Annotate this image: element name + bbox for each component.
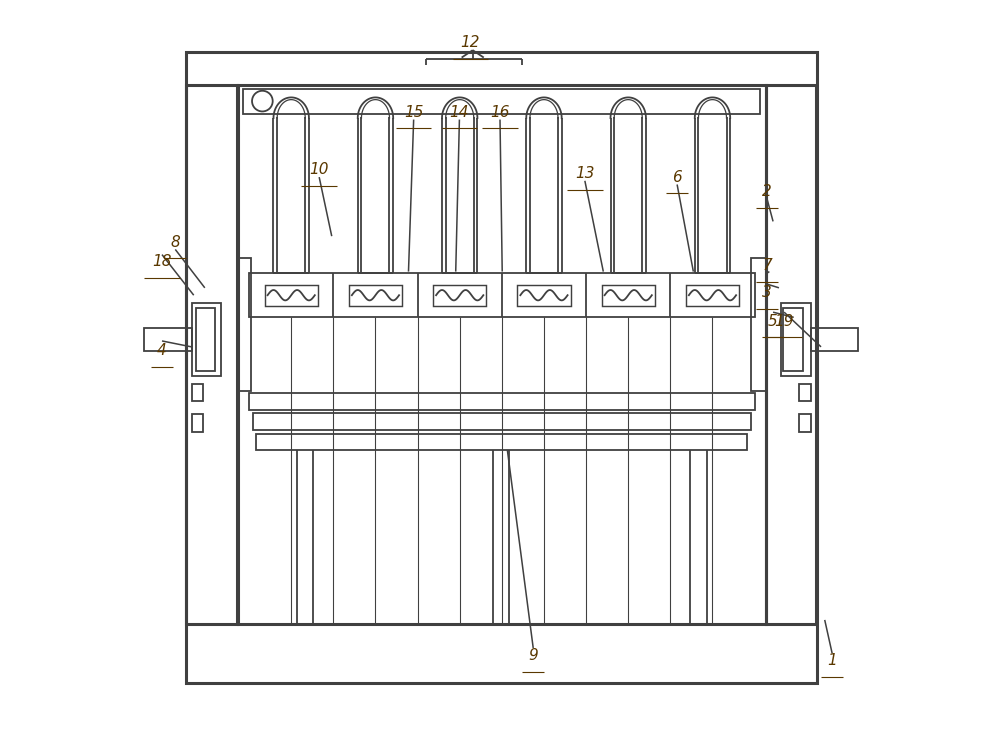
- Bar: [517, 285, 571, 306]
- Bar: [349, 285, 402, 306]
- Bar: [256, 434, 747, 450]
- Bar: [783, 308, 803, 371]
- Bar: [196, 308, 215, 371]
- Bar: [243, 89, 760, 114]
- Bar: [602, 285, 655, 306]
- Bar: [253, 413, 751, 430]
- Text: 5: 5: [768, 314, 778, 328]
- Bar: [186, 85, 237, 624]
- Bar: [192, 414, 203, 432]
- Bar: [265, 285, 318, 306]
- Bar: [433, 285, 486, 306]
- Text: 12: 12: [461, 35, 480, 50]
- Text: 18: 18: [152, 255, 172, 269]
- Bar: [799, 384, 811, 401]
- Bar: [686, 285, 739, 306]
- Text: 2: 2: [762, 184, 772, 199]
- Bar: [249, 393, 755, 410]
- Bar: [811, 328, 858, 351]
- Text: 19: 19: [774, 314, 794, 328]
- Text: 14: 14: [450, 105, 469, 120]
- Text: 3: 3: [762, 286, 772, 300]
- Bar: [249, 273, 755, 317]
- Text: 16: 16: [490, 105, 510, 120]
- Bar: [799, 414, 811, 432]
- Text: 9: 9: [528, 648, 538, 663]
- Bar: [766, 85, 816, 624]
- Text: 13: 13: [575, 166, 595, 181]
- Bar: [192, 384, 203, 401]
- Text: 7: 7: [762, 258, 772, 273]
- Text: 15: 15: [404, 105, 423, 120]
- Bar: [186, 52, 817, 683]
- Text: 10: 10: [309, 162, 329, 177]
- Bar: [144, 328, 192, 351]
- Bar: [192, 303, 221, 376]
- Bar: [751, 258, 766, 391]
- Text: 4: 4: [157, 343, 167, 358]
- Bar: [238, 85, 766, 624]
- Text: 8: 8: [170, 235, 180, 249]
- Bar: [781, 303, 811, 376]
- Text: 6: 6: [672, 170, 682, 184]
- Bar: [237, 258, 251, 391]
- Text: 1: 1: [827, 653, 837, 668]
